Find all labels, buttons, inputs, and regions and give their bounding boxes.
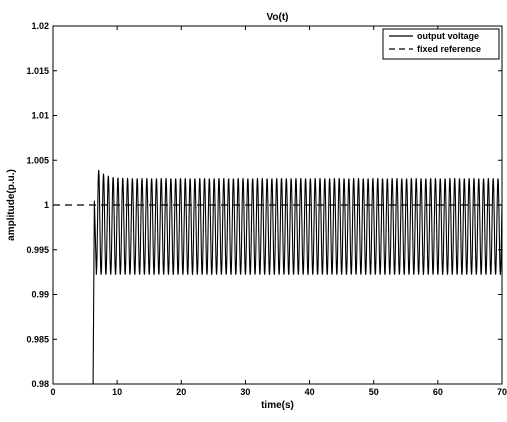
x-tick-label: 20 [176, 387, 186, 397]
y-tick-label: 0.995 [26, 245, 49, 255]
x-tick-label: 0 [50, 387, 55, 397]
y-tick-label: 1.02 [31, 21, 49, 31]
legend-label-output-voltage: output voltage [417, 31, 479, 41]
legend-label-fixed-reference: fixed reference [417, 44, 481, 54]
x-axis-label: time(s) [261, 400, 294, 411]
x-tick-label: 60 [433, 387, 443, 397]
legend-box [382, 28, 500, 60]
x-tick-label: 40 [305, 387, 315, 397]
x-tick-label: 30 [240, 387, 250, 397]
y-tick-label: 0.99 [31, 290, 49, 300]
series-layer [53, 169, 502, 384]
y-tick-label: 0.985 [26, 334, 49, 344]
chart-title: Vo(t) [266, 12, 288, 23]
x-tick-label: 70 [497, 387, 507, 397]
x-tick-label: 10 [112, 387, 122, 397]
y-tick-label: 1.01 [31, 111, 49, 121]
y-tick-label: 0.98 [31, 379, 49, 389]
y-tick-label: 1.005 [26, 155, 49, 165]
legend: output voltage fixed reference [382, 28, 500, 60]
y-tick-label: 1.015 [26, 66, 49, 76]
y-tick-label: 1 [44, 200, 49, 210]
ticks-layer: 0 10 20 30 40 50 60 70 0.98 0.985 0.99 0.995 1 1.005 1… [26, 21, 507, 397]
x-tick-label: 50 [369, 387, 379, 397]
y-axis-label: amplitude(p.u.) [6, 169, 17, 241]
series-line-output-voltage [92, 169, 502, 384]
